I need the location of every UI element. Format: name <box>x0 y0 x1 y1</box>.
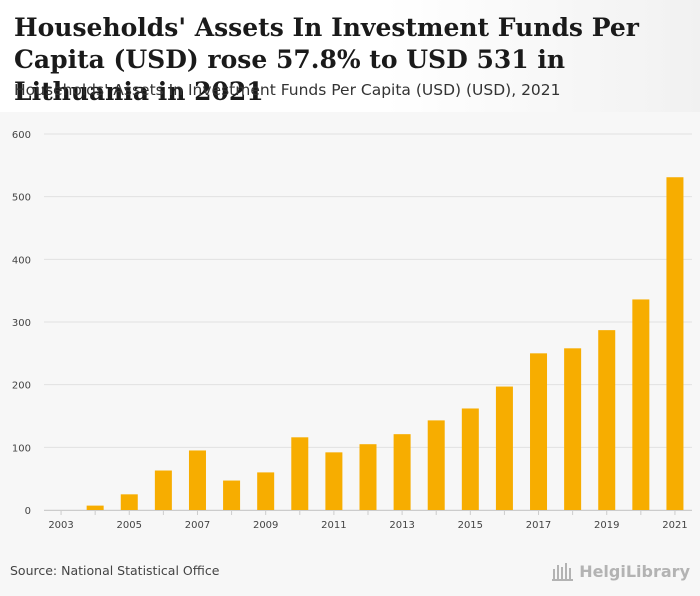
x-tick-label: 2005 <box>117 520 142 531</box>
bar-2010 <box>291 437 309 510</box>
bar-2015 <box>461 408 479 510</box>
bar-2018 <box>564 348 582 510</box>
bar-2011 <box>325 452 343 510</box>
y-tick-label: 300 <box>12 318 31 329</box>
header: Households' Assets In Investment Funds P… <box>0 0 700 112</box>
x-tick-label: 2011 <box>321 520 346 531</box>
bar-2004 <box>86 505 104 510</box>
bar-2006 <box>154 470 172 510</box>
bar-2014 <box>427 420 445 510</box>
x-axis-ticks: 2003 2005 2007 2009 2011 2013 2015 2017 2019 2021 <box>44 510 692 531</box>
chart-subtitle: Households' Assets In Investment Funds P… <box>14 81 561 99</box>
x-tick-label: 2015 <box>458 520 483 531</box>
bar-2017 <box>530 353 548 510</box>
bar-2021 <box>666 177 684 510</box>
x-tick-label: 2013 <box>389 520 414 531</box>
y-tick-label: 200 <box>12 381 31 392</box>
y-tick-label: 100 <box>12 443 31 454</box>
x-tick-label: 2017 <box>526 520 551 531</box>
bar-chart: 0 100 200 300 400 500 600 2003 2005 2007 2009 2011… <box>12 130 692 531</box>
bar-2007 <box>188 450 206 510</box>
x-tick-label: 2021 <box>662 520 687 531</box>
bars <box>86 177 684 510</box>
bar-2008 <box>223 480 241 510</box>
x-tick-label: 2007 <box>185 520 210 531</box>
page-title: Households' Assets In Investment Funds P… <box>14 13 639 106</box>
x-tick-label: 2003 <box>48 520 73 531</box>
bar-2012 <box>359 444 377 510</box>
y-tick-label: 500 <box>12 193 31 204</box>
y-axis-ticks: 0 100 200 300 400 500 600 <box>12 130 31 517</box>
library-icon <box>552 563 574 581</box>
brand-name: HelgiLibrary <box>579 561 690 581</box>
bar-2019 <box>598 330 616 510</box>
bar-2013 <box>393 434 411 510</box>
bar-2020 <box>632 299 650 510</box>
bar-2016 <box>495 386 513 510</box>
bar-2009 <box>257 472 275 510</box>
y-tick-label: 400 <box>12 255 31 266</box>
brand-logo: HelgiLibrary <box>552 560 690 582</box>
y-tick-label: 0 <box>25 506 31 517</box>
bar-2005 <box>120 494 138 510</box>
x-tick-label: 2019 <box>594 520 619 531</box>
y-tick-label: 600 <box>12 130 31 141</box>
source-note: Source: National Statistical Office <box>10 563 220 578</box>
x-tick-label: 2009 <box>253 520 278 531</box>
